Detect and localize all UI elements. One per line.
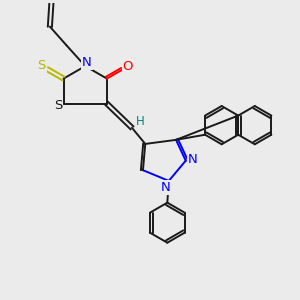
Text: S: S: [37, 59, 46, 72]
Text: N: N: [82, 56, 92, 69]
Text: H: H: [136, 115, 145, 128]
Text: N: N: [160, 181, 170, 194]
Text: S: S: [54, 99, 62, 112]
Text: N: N: [188, 153, 198, 166]
Text: O: O: [123, 60, 133, 73]
